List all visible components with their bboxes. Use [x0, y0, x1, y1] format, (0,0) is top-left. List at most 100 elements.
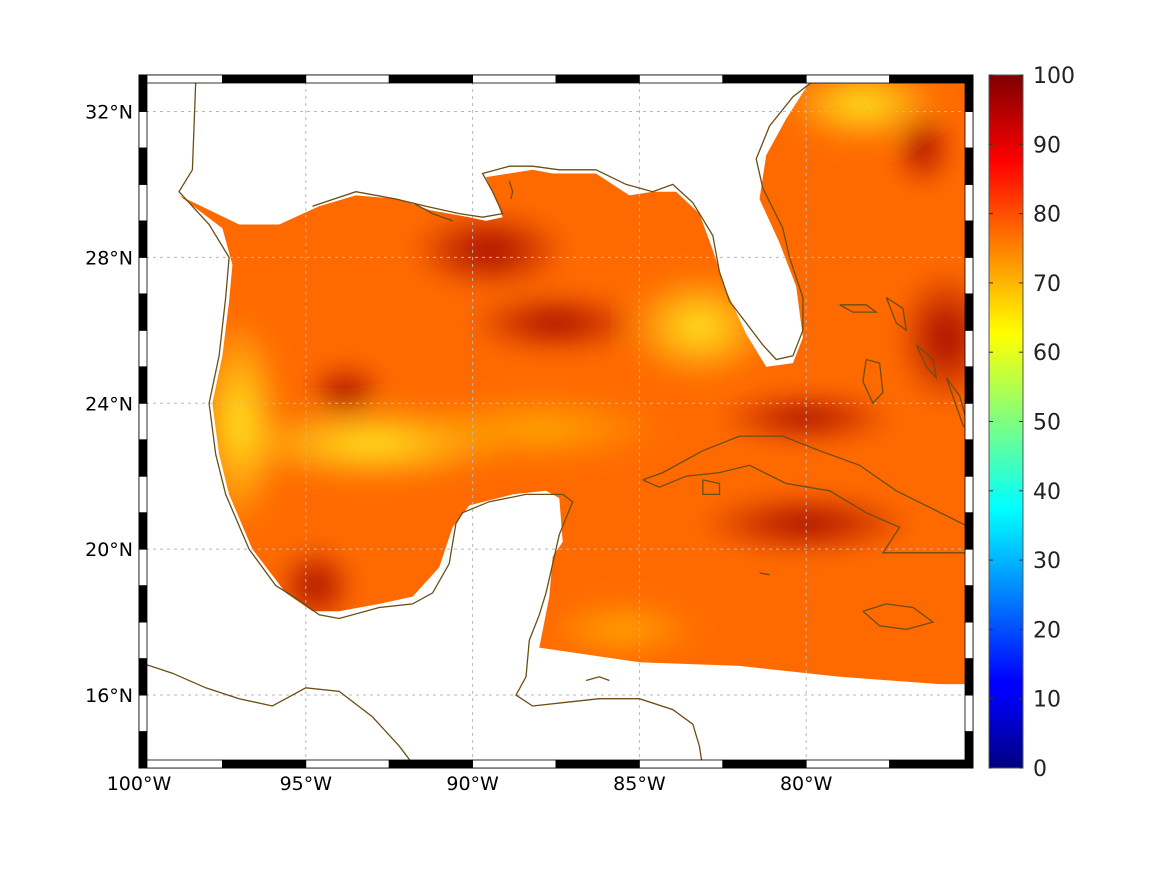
frame-segment-right — [964, 731, 974, 769]
frame-segment-left — [138, 256, 148, 295]
frame-segment-top — [555, 74, 640, 84]
frame-segment-bottom — [388, 759, 474, 769]
map-frame — [138, 74, 974, 769]
frame-segment-right — [964, 548, 974, 587]
coast-abaco — [885, 296, 908, 332]
field-high-atlantic — [892, 107, 953, 188]
colorbar-tick-label: 50 — [1033, 411, 1061, 436]
lon-tick-label: 100°W — [107, 773, 172, 795]
frame-segment-left — [138, 184, 148, 222]
frame-segment-right — [964, 658, 974, 696]
frame-segment-right — [964, 147, 974, 185]
colorbar-tick-label: 30 — [1033, 549, 1061, 574]
frame-segment-left — [138, 475, 148, 514]
frame-segment-left — [138, 439, 148, 477]
longitude-labels: 100°W 95°W 90°W 85°W 80°W — [107, 773, 833, 795]
frame-segment-left — [138, 220, 148, 258]
frame-segment-bottom — [472, 759, 557, 769]
lon-tick-label: 85°W — [613, 773, 666, 795]
gridlines — [139, 75, 973, 768]
coast-cayman — [759, 572, 770, 576]
frame-segment-top — [138, 74, 223, 84]
frame-segment-right — [964, 293, 974, 331]
field-high-mississippi — [409, 210, 570, 291]
latitude-labels: 32°N 28°N 24°N 20°N 16°N — [85, 101, 133, 707]
frame-segment-right — [964, 256, 974, 295]
coast-isla-juventud — [702, 479, 721, 496]
frame-segment-top — [889, 74, 974, 84]
frame-segment-bottom — [305, 759, 390, 769]
lat-tick-label: 24°N — [85, 393, 133, 415]
colorbar-tick-label: 10 — [1033, 688, 1061, 713]
frame-segment-left — [138, 694, 148, 732]
field-high-west — [305, 362, 386, 423]
frame-segment-bottom — [722, 759, 807, 769]
coast-pacific-mexico — [139, 661, 417, 768]
lat-tick-label: 20°N — [85, 539, 133, 561]
frame-segment-left — [138, 293, 148, 331]
frame-segment-bottom — [138, 759, 223, 769]
frame-segment-right — [964, 366, 974, 404]
frame-segment-bottom — [639, 759, 724, 769]
frame-segment-right — [964, 621, 974, 659]
frame-segment-top — [388, 74, 474, 84]
frame-segment-right — [964, 329, 974, 368]
lon-tick-label: 95°W — [280, 773, 333, 795]
frame-segment-top — [722, 74, 807, 84]
field-high-campeche — [275, 545, 356, 626]
frame-segment-right — [964, 220, 974, 258]
frame-segment-right — [964, 111, 974, 149]
frame-segment-right — [964, 402, 974, 441]
colorbar-tick-label: 40 — [1033, 480, 1061, 505]
colorbar-tick-label: 80 — [1033, 203, 1061, 228]
coast-cuba — [642, 435, 973, 554]
lat-tick-label: 28°N — [85, 247, 133, 269]
frame-segment-right — [964, 74, 974, 112]
colorbar-tick-label: 60 — [1033, 341, 1061, 366]
colorbar-tick-label: 0 — [1033, 757, 1047, 782]
coast-grand-bahama — [839, 304, 879, 313]
frame-segment-right — [964, 475, 974, 514]
frame-segment-left — [138, 548, 148, 587]
colorbar-tick-label: 90 — [1033, 133, 1061, 158]
frame-segment-bottom — [805, 759, 891, 769]
coast-eleuthera — [915, 344, 938, 380]
coast-northern-gulf — [312, 75, 822, 361]
field-high-florida-straits — [716, 392, 897, 443]
coastline — [139, 75, 973, 768]
lat-tick-label: 16°N — [85, 685, 133, 707]
frame-segment-right — [964, 512, 974, 550]
colorbar-tick-label: 70 — [1033, 272, 1061, 297]
field-low-east-gulf — [624, 271, 775, 382]
lat-tick-label: 32°N — [85, 101, 133, 123]
coast-gulf-mainland — [178, 82, 704, 768]
frame-segment-left — [138, 621, 148, 659]
colorbar-tick-label: 100 — [1033, 64, 1075, 89]
field-mid-band — [409, 393, 670, 464]
frame-segment-bottom — [555, 759, 640, 769]
coast-honduras-islands — [585, 676, 610, 682]
lon-tick-label: 80°W — [780, 773, 833, 795]
field-mid-caribbean — [542, 599, 703, 660]
frame-segment-left — [138, 585, 148, 623]
frame-segment-bottom — [221, 759, 307, 769]
frame-segment-right — [964, 184, 974, 222]
frame-segment-bottom — [889, 759, 974, 769]
frame-segment-top — [639, 74, 724, 84]
frame-segment-right — [964, 694, 974, 732]
frame-segment-top — [305, 74, 390, 84]
coast-andros — [862, 358, 884, 405]
frame-segment-left — [138, 366, 148, 404]
frame-segment-top — [472, 74, 557, 84]
frame-segment-left — [138, 147, 148, 185]
frame-segment-top — [221, 74, 307, 84]
frame-segment-left — [138, 402, 148, 441]
coast-louisiana-marsh — [412, 202, 453, 222]
frame-segment-left — [138, 329, 148, 368]
colorbar-tick-label: 20 — [1033, 618, 1061, 643]
frame-segment-left — [138, 111, 148, 149]
colorbar-gradient — [989, 75, 1023, 768]
